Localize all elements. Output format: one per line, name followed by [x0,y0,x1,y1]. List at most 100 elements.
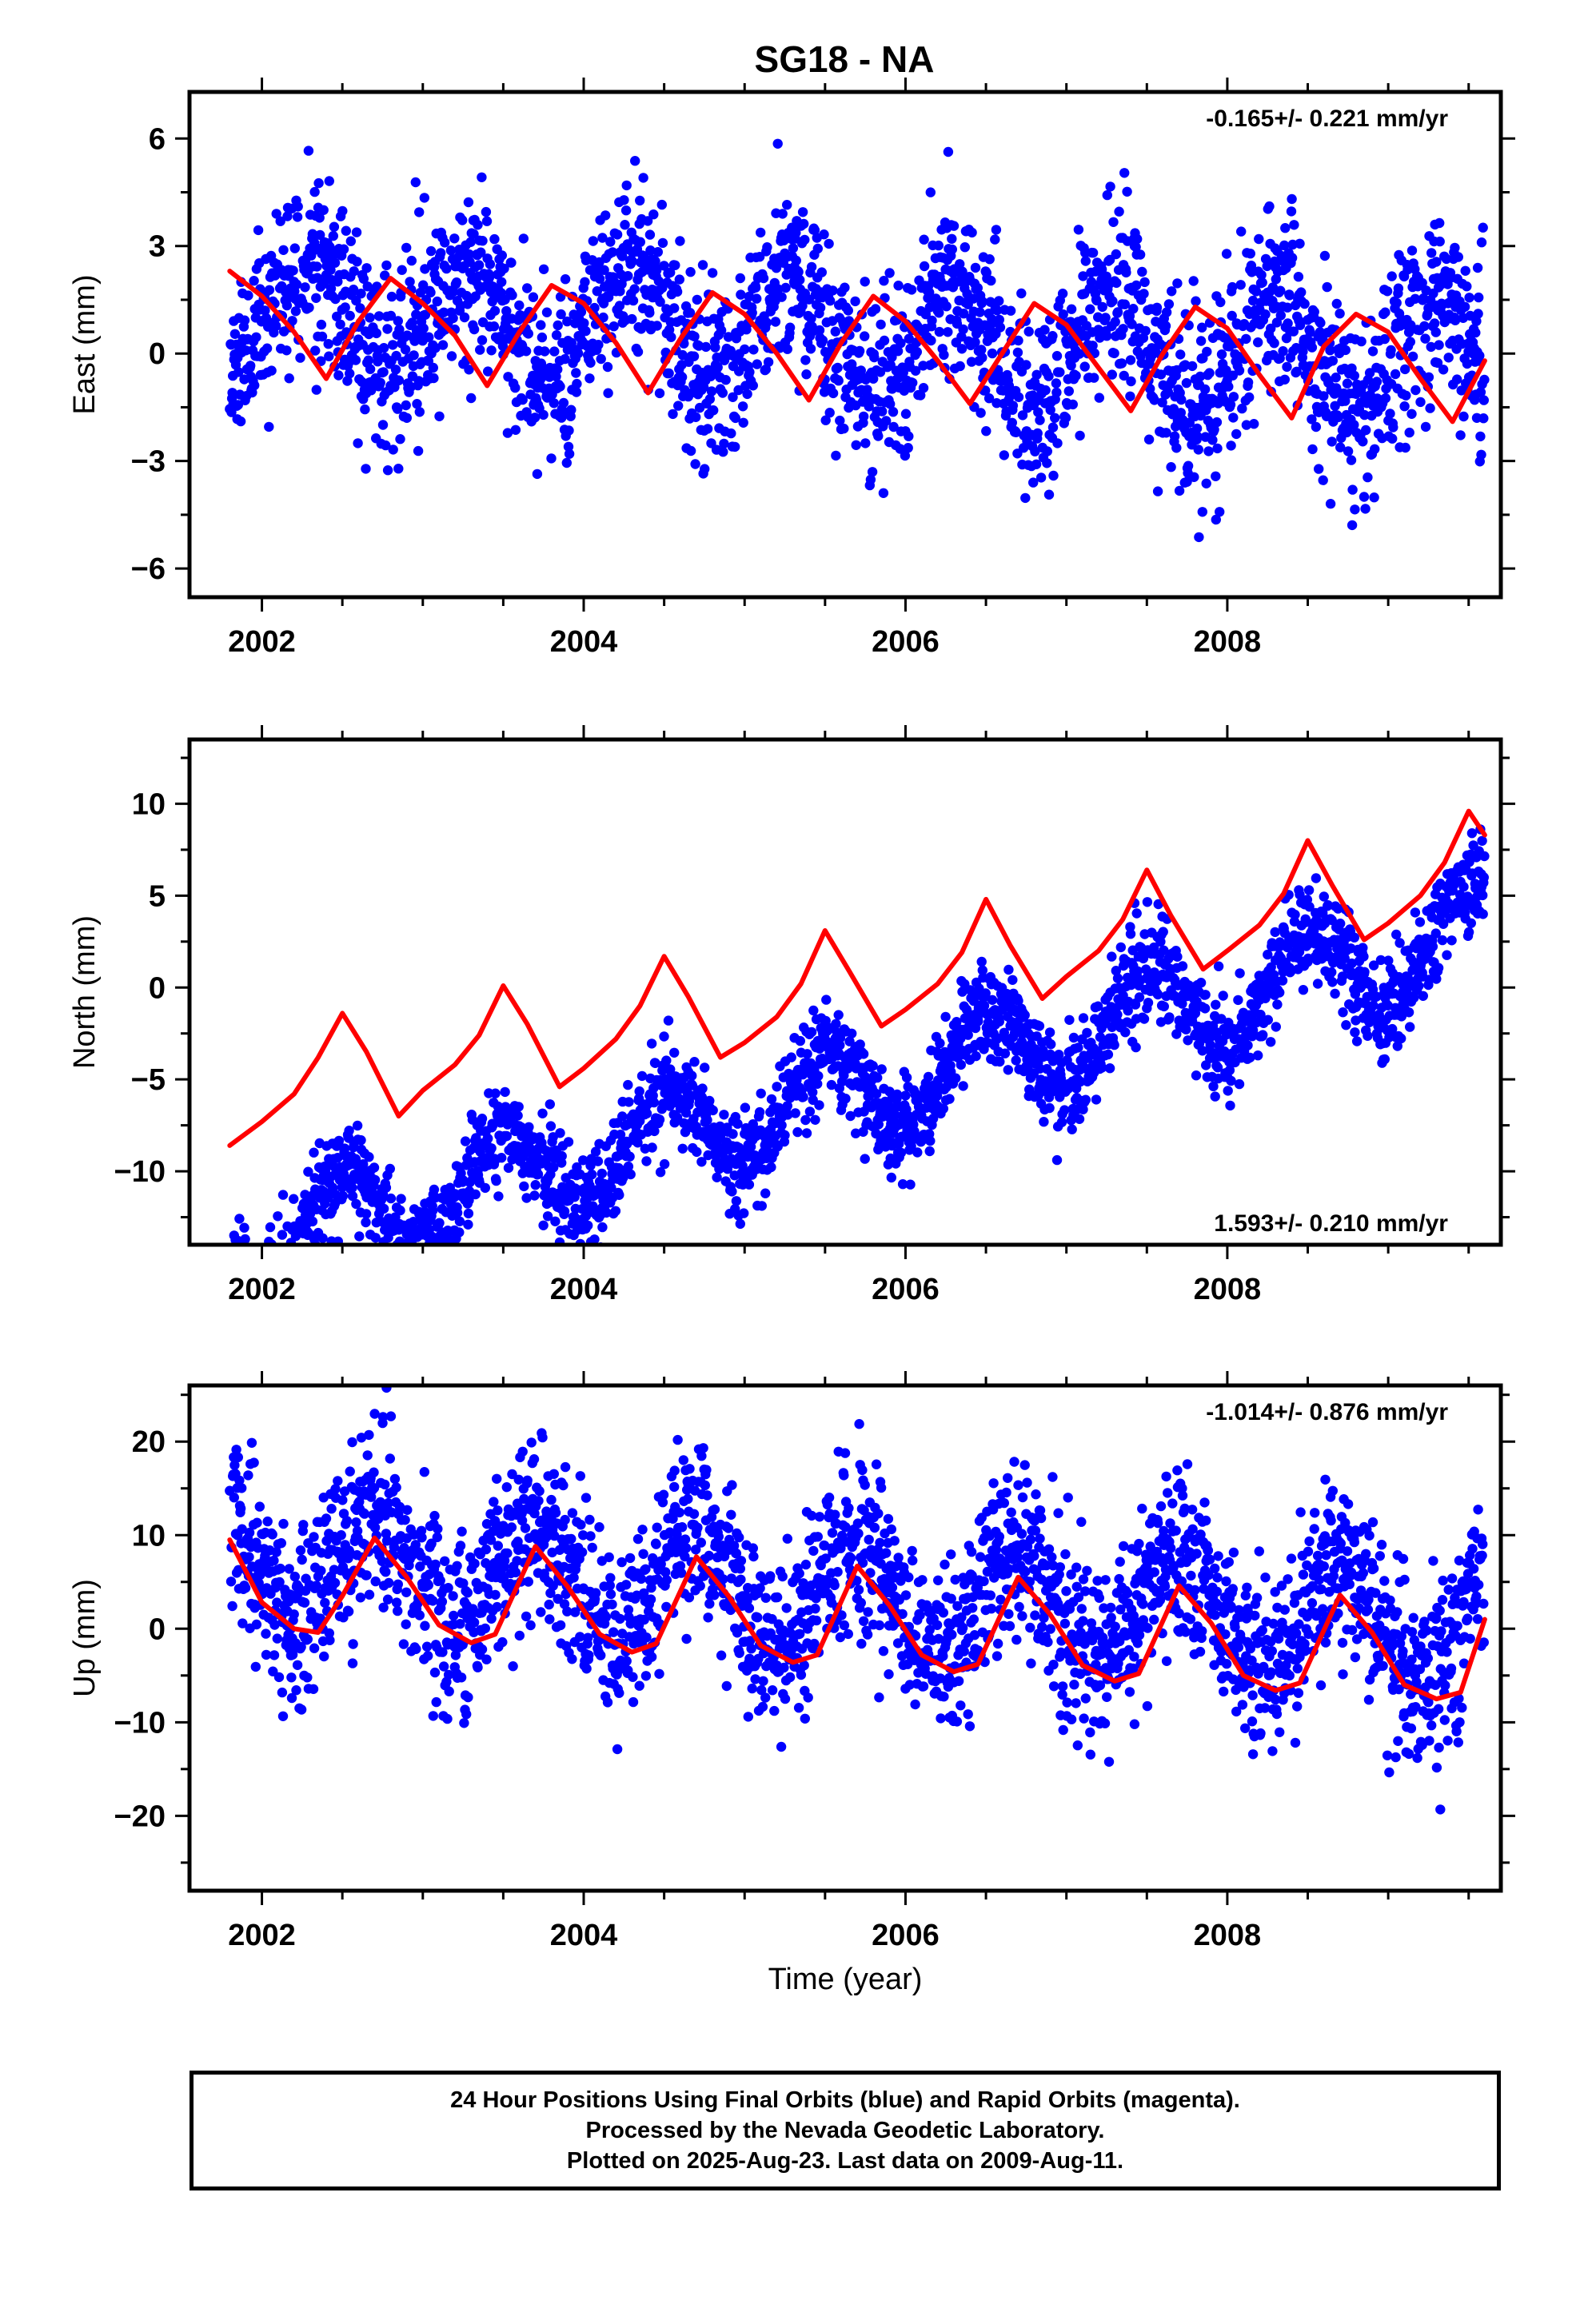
data-point [335,320,345,329]
data-point [659,1031,668,1041]
data-point [1020,1011,1030,1020]
data-point [566,405,576,415]
data-point [782,200,792,209]
data-point [778,209,788,218]
data-point [1421,422,1430,432]
data-point [1039,1117,1048,1126]
data-point [1287,253,1297,262]
data-point [378,420,388,429]
data-point [346,237,356,246]
data-point [884,268,894,277]
data-point [877,406,887,416]
data-point [1055,367,1064,377]
data-point [1172,278,1182,288]
data-point [1473,263,1482,273]
data-point [1111,317,1120,326]
data-point [376,378,385,388]
data-point [1425,403,1434,413]
x-tick-label: 2004 [550,625,618,659]
data-point [905,1180,915,1190]
data-point [802,1049,812,1058]
data-point [533,469,542,479]
data-point [540,346,549,356]
data-point [463,1220,473,1230]
data-point [405,1251,414,1261]
data-point [382,324,392,333]
data-point [744,367,754,377]
data-point [691,413,700,422]
data-point [434,1218,444,1228]
data-point [1390,369,1400,379]
data-point [796,1036,805,1046]
data-point [1387,271,1397,281]
scatter-points [225,824,1490,1345]
data-point [275,1247,285,1257]
data-point [1222,249,1231,258]
data-point [1350,371,1359,381]
data-point [1167,286,1176,296]
data-point [401,1247,410,1257]
data-point [387,292,397,301]
data-point [381,1182,391,1192]
data-point [831,451,840,460]
data-point [360,405,369,414]
data-point [958,1081,968,1090]
data-point [428,1206,437,1215]
data-point [1139,289,1148,298]
data-point [251,1249,261,1258]
data-point [344,1126,353,1135]
data-point [1020,493,1030,503]
data-point [436,1254,445,1264]
data-point [266,365,276,375]
data-point [893,281,903,290]
data-point [351,355,361,365]
data-point [1217,349,1227,359]
data-point [281,345,291,355]
data-point [1189,276,1199,285]
data-point [1385,409,1394,418]
data-point [727,1186,736,1196]
data-point [926,187,936,197]
data-point [877,1064,887,1074]
data-point [1410,907,1420,917]
data-point [481,207,491,217]
data-point [628,296,638,305]
data-point [293,201,303,211]
data-point [762,317,772,327]
data-point [585,373,594,383]
data-point [1276,310,1286,320]
data-point [834,376,844,385]
data-point [852,440,861,450]
data-point [244,1312,253,1321]
data-point [1287,194,1296,204]
data-point [1287,206,1296,216]
data-point [530,413,540,422]
data-point [977,957,987,967]
data-point [317,320,326,329]
data-point [264,1335,273,1345]
data-point [493,1191,503,1201]
data-point [411,1246,421,1256]
data-point [919,235,928,245]
data-point [973,1016,983,1026]
data-point [497,1153,506,1162]
data-point [1434,963,1443,973]
data-point [623,1080,632,1090]
data-point [564,1137,573,1146]
data-point [401,401,411,410]
data-point [677,373,687,382]
data-point [597,1222,607,1232]
data-point [1226,440,1235,450]
data-point [1327,967,1336,977]
data-point [529,293,538,302]
data-point [507,290,517,300]
data-point [438,1250,448,1260]
data-point [289,1194,298,1204]
data-point [698,260,708,269]
data-point [1132,908,1142,918]
data-point [308,1217,317,1226]
data-point [1189,472,1199,482]
data-point [325,176,334,185]
data-point [925,1146,935,1156]
data-point [288,265,297,275]
